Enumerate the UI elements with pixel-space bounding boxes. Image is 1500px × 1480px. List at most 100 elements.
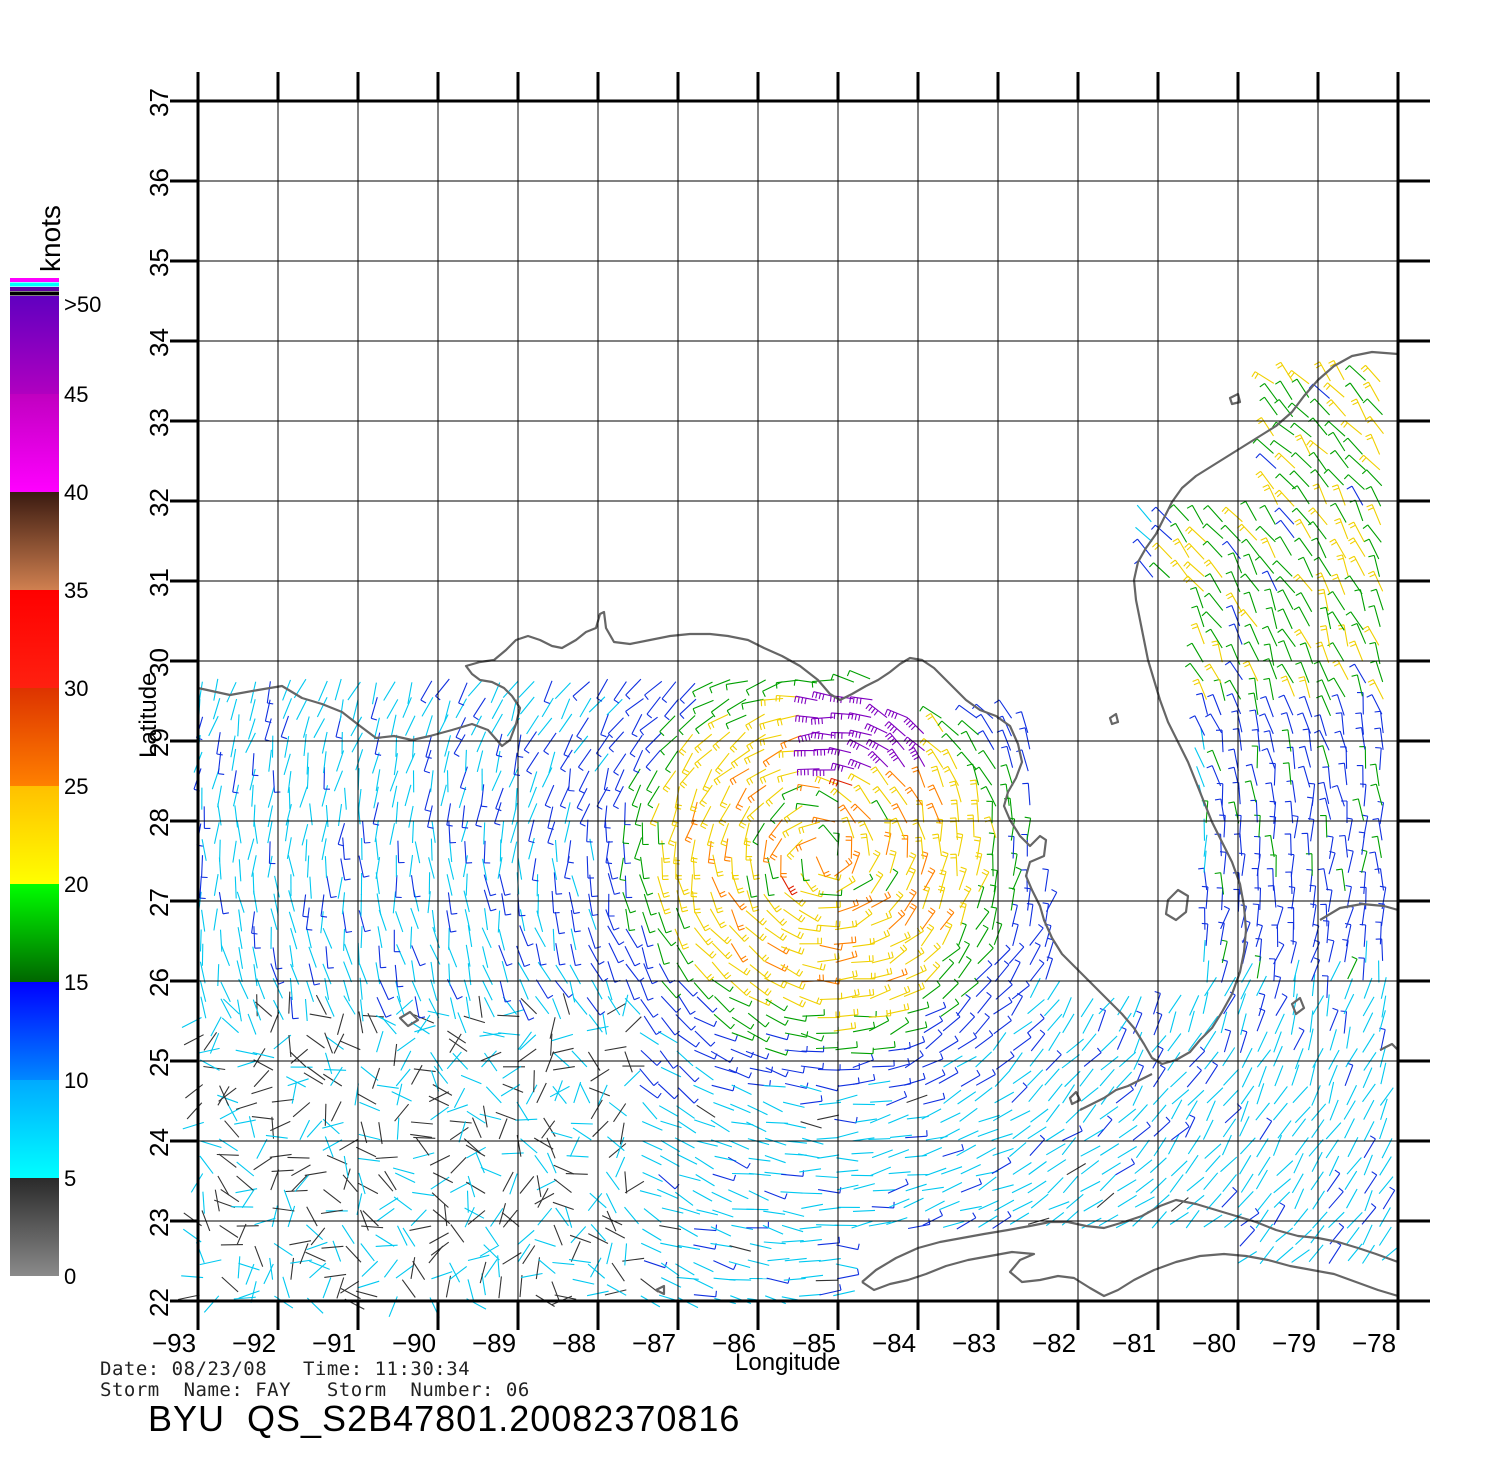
wind-barb [479, 1032, 502, 1037]
wind-barb [185, 1084, 204, 1099]
wind-barb [786, 839, 803, 861]
wind-barb [1277, 640, 1293, 662]
wind-barb [992, 1184, 1014, 1192]
wind-barb [1011, 1182, 1033, 1194]
wind-barb [776, 714, 799, 727]
wind-barb [447, 858, 455, 880]
wind-barb [1097, 1115, 1113, 1137]
wind-barb [780, 1191, 803, 1194]
wind-barb [237, 1256, 241, 1279]
wind-barb [640, 1049, 662, 1066]
wind-barb [1317, 588, 1329, 612]
wind-barb [402, 1227, 416, 1247]
wind-barb [280, 715, 290, 740]
wind-barb [563, 734, 574, 758]
lat-tick-label: 37 [144, 88, 174, 117]
wind-barb [302, 894, 309, 918]
wind-barb [375, 769, 381, 792]
wind-barb [622, 841, 632, 865]
wind-barb [479, 1244, 500, 1257]
wind-barb [1219, 814, 1226, 838]
wind-barb [888, 1077, 912, 1088]
wind-barb [819, 943, 843, 951]
wind-barb [681, 752, 693, 776]
wind-barb [430, 979, 438, 1001]
wind-barb [884, 721, 906, 737]
wind-barb [564, 856, 571, 880]
wind-barb [607, 961, 621, 983]
wind-barb [270, 1169, 280, 1191]
wind-barb [1291, 1173, 1304, 1194]
wind-barb [355, 1290, 378, 1298]
wind-barb [1280, 675, 1295, 697]
wind-barb [1189, 995, 1200, 1016]
wind-barb [1371, 835, 1382, 858]
wind-barb [745, 926, 767, 942]
wind-barb [730, 750, 750, 769]
wind-barb [993, 996, 1013, 1015]
wind-barb [938, 1067, 959, 1084]
wind-barb [768, 819, 783, 841]
wind-barb [362, 821, 371, 844]
wind-barb [1098, 1214, 1119, 1227]
wind-barb [800, 890, 824, 898]
wind-barb [1185, 1209, 1200, 1229]
wind-barb [890, 1017, 910, 1035]
wind-barb [1243, 591, 1257, 614]
wind-barb [873, 1041, 896, 1051]
wind-barb [830, 787, 852, 803]
wind-barb [797, 731, 820, 743]
wind-barb [1299, 642, 1314, 664]
wind-barb [1030, 959, 1045, 982]
wind-barb [720, 823, 730, 847]
wind-barb [577, 748, 592, 772]
wind-barb [1340, 420, 1363, 436]
wind-barb [889, 786, 908, 806]
wind-barb [510, 821, 518, 844]
wind-barb [1306, 439, 1328, 455]
wind-barb [498, 1276, 502, 1299]
wind-barb [886, 1090, 908, 1106]
wind-barb [236, 821, 242, 844]
wind-barb [676, 1105, 695, 1119]
wind-barb [410, 875, 421, 898]
wind-barb [1222, 1047, 1236, 1067]
wind-barb [220, 945, 231, 966]
wind-barb [752, 822, 765, 846]
wind-barb [978, 868, 990, 892]
wind-barb [1027, 1180, 1047, 1194]
wind-barb [292, 1102, 311, 1118]
wind-barb [304, 1171, 327, 1176]
wind-barb [1170, 559, 1189, 579]
wind-barb [1185, 526, 1207, 543]
wind-barb [869, 929, 891, 946]
wind-barb [393, 753, 398, 776]
wind-barb [358, 1280, 380, 1289]
wind-barb [639, 1068, 659, 1087]
wind-barb [568, 768, 575, 792]
wind-barb [330, 1101, 342, 1122]
wind-barb [203, 806, 211, 829]
wind-barb [1348, 521, 1365, 542]
wind-barb [1009, 1142, 1027, 1158]
wind-barb [658, 1174, 680, 1190]
wind-barb [942, 1182, 963, 1193]
wind-barb [1284, 833, 1292, 856]
wind-barb [236, 1175, 254, 1191]
wind-barb [1271, 924, 1279, 948]
wind-barb [975, 1069, 996, 1086]
wind-barb [1202, 523, 1224, 539]
wind-barb [978, 1176, 997, 1191]
wind-barb [977, 749, 996, 770]
wind-barb [199, 1259, 222, 1266]
wind-barb [604, 820, 613, 843]
wind-barb [1205, 1061, 1219, 1085]
wind-barb [1323, 468, 1344, 486]
wind-barb [1009, 1212, 1030, 1225]
wind-barb [218, 1153, 237, 1168]
wind-barb [887, 1003, 910, 1015]
wind-barb [815, 1084, 840, 1092]
wind-barb [375, 1234, 395, 1247]
wind-barb [214, 1189, 220, 1212]
wind-barb [631, 784, 642, 808]
